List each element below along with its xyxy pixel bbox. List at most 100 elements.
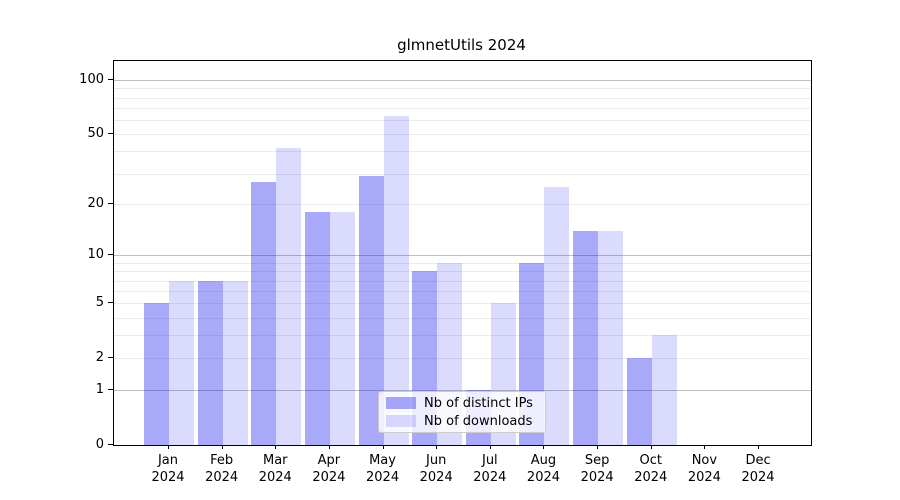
minor-gridline <box>114 271 811 273</box>
minor-gridline <box>114 108 811 110</box>
bar-downloads-Apr <box>329 212 355 445</box>
y-tick <box>108 254 113 256</box>
y-tick-label: 10 <box>87 247 104 263</box>
minor-gridline <box>114 358 811 360</box>
x-tick-label: Mar 2024 <box>245 452 305 486</box>
y-tick <box>108 79 113 81</box>
x-tick-label-month: Sep <box>584 453 610 468</box>
x-tick-label-year: 2024 <box>741 470 775 485</box>
x-tick <box>328 445 330 449</box>
minor-gridline <box>114 134 811 136</box>
minor-gridline <box>114 317 811 319</box>
x-tick-label-month: Oct <box>639 453 662 468</box>
x-tick-label-year: 2024 <box>473 470 507 485</box>
bar-ips-Apr <box>304 212 330 445</box>
x-tick-label-month: Dec <box>745 453 771 468</box>
x-tick-label-month: Feb <box>210 453 234 468</box>
y-tick-label: 2 <box>95 350 104 366</box>
x-tick <box>543 445 545 449</box>
minor-gridline <box>114 335 811 337</box>
x-tick-label-year: 2024 <box>687 470 721 485</box>
x-tick <box>275 445 277 449</box>
x-tick-label-month: Jan <box>157 453 179 468</box>
minor-gridline <box>114 204 811 206</box>
minor-gridline <box>114 303 811 305</box>
x-tick-label: Nov 2024 <box>674 452 734 486</box>
x-tick-label: Sep 2024 <box>567 452 627 486</box>
y-tick-label: 50 <box>87 126 104 142</box>
x-tick-label-year: 2024 <box>151 470 185 485</box>
minor-gridline <box>114 88 811 90</box>
x-tick-label: Dec 2024 <box>728 452 788 486</box>
legend-entry-downloads: Nb of downloads <box>379 414 545 429</box>
x-tick-label-month: Jul <box>481 453 498 468</box>
bar-downloads-Sep <box>598 230 624 445</box>
major-gridline <box>114 390 811 392</box>
x-tick-label: Apr 2024 <box>299 452 359 486</box>
x-tick <box>650 445 652 449</box>
y-tick <box>108 444 113 445</box>
plot-area <box>113 60 812 446</box>
y-tick <box>108 302 113 304</box>
bar-downloads-Mar <box>276 147 302 445</box>
x-tick-label: Jun 2024 <box>406 452 466 486</box>
bar-ips-Sep <box>573 230 599 445</box>
chart-title: glmnetUtils 2024 <box>397 36 526 54</box>
x-tick-label-year: 2024 <box>526 470 561 485</box>
bar-ips-Mar <box>251 181 277 445</box>
bar-ips-Jan <box>144 303 169 445</box>
bar-downloads-Oct <box>651 335 677 445</box>
y-tick <box>108 203 113 205</box>
bar-ips-Feb <box>197 280 223 445</box>
bar-downloads-Feb <box>222 280 248 445</box>
minor-gridline <box>114 120 811 122</box>
x-tick-label-month: Aug <box>530 453 557 468</box>
x-tick-label-month: Mar <box>263 453 288 468</box>
x-tick <box>597 445 599 449</box>
minor-gridline <box>114 280 811 282</box>
bar-downloads-May <box>383 116 409 445</box>
legend-entry-distinct-ips: Nb of distinct IPs <box>379 396 545 411</box>
x-tick <box>489 445 491 449</box>
x-tick-label-year: 2024 <box>366 470 400 485</box>
major-gridline <box>114 80 811 82</box>
bar-downloads-Aug <box>544 187 570 445</box>
x-tick <box>382 445 384 449</box>
minor-gridline <box>114 173 811 175</box>
legend-swatch-distinct-ips <box>386 397 416 409</box>
x-tick <box>168 445 169 449</box>
x-tick-label: Feb 2024 <box>192 452 252 486</box>
y-tick <box>108 389 113 391</box>
x-tick-label-month: May <box>369 453 396 468</box>
x-tick-label-year: 2024 <box>580 470 614 485</box>
y-tick-label: 20 <box>87 196 104 212</box>
legend-swatch-downloads <box>386 415 416 427</box>
x-tick-label-month: Jun <box>426 453 447 468</box>
y-tick <box>108 357 113 359</box>
x-tick <box>436 445 438 449</box>
x-tick-label-month: Nov <box>691 453 718 468</box>
x-tick-label: Oct 2024 <box>621 452 681 486</box>
legend-label-distinct-ips: Nb of distinct IPs <box>424 395 533 411</box>
y-tick-label: 1 <box>95 382 104 398</box>
bar-downloads-Jan <box>169 280 194 445</box>
x-tick-label: Jul 2024 <box>460 452 520 486</box>
x-tick-label: Aug 2024 <box>513 452 573 486</box>
x-tick-label: May 2024 <box>353 452 413 486</box>
minor-gridline <box>114 97 811 99</box>
x-tick-label-year: 2024 <box>419 470 453 485</box>
y-tick-label: 0 <box>95 437 104 452</box>
minor-gridline <box>114 151 811 153</box>
bar-ips-Oct <box>626 358 652 445</box>
legend-label-downloads: Nb of downloads <box>424 413 533 429</box>
x-tick-label-year: 2024 <box>312 470 346 485</box>
x-tick <box>221 445 223 449</box>
x-tick-label-year: 2024 <box>205 470 239 485</box>
x-tick-label-year: 2024 <box>258 470 292 485</box>
x-tick <box>758 445 760 449</box>
minor-gridline <box>114 263 811 264</box>
y-tick-label: 5 <box>95 295 104 311</box>
x-tick-label-month: Apr <box>317 453 341 468</box>
major-gridline <box>114 255 811 257</box>
